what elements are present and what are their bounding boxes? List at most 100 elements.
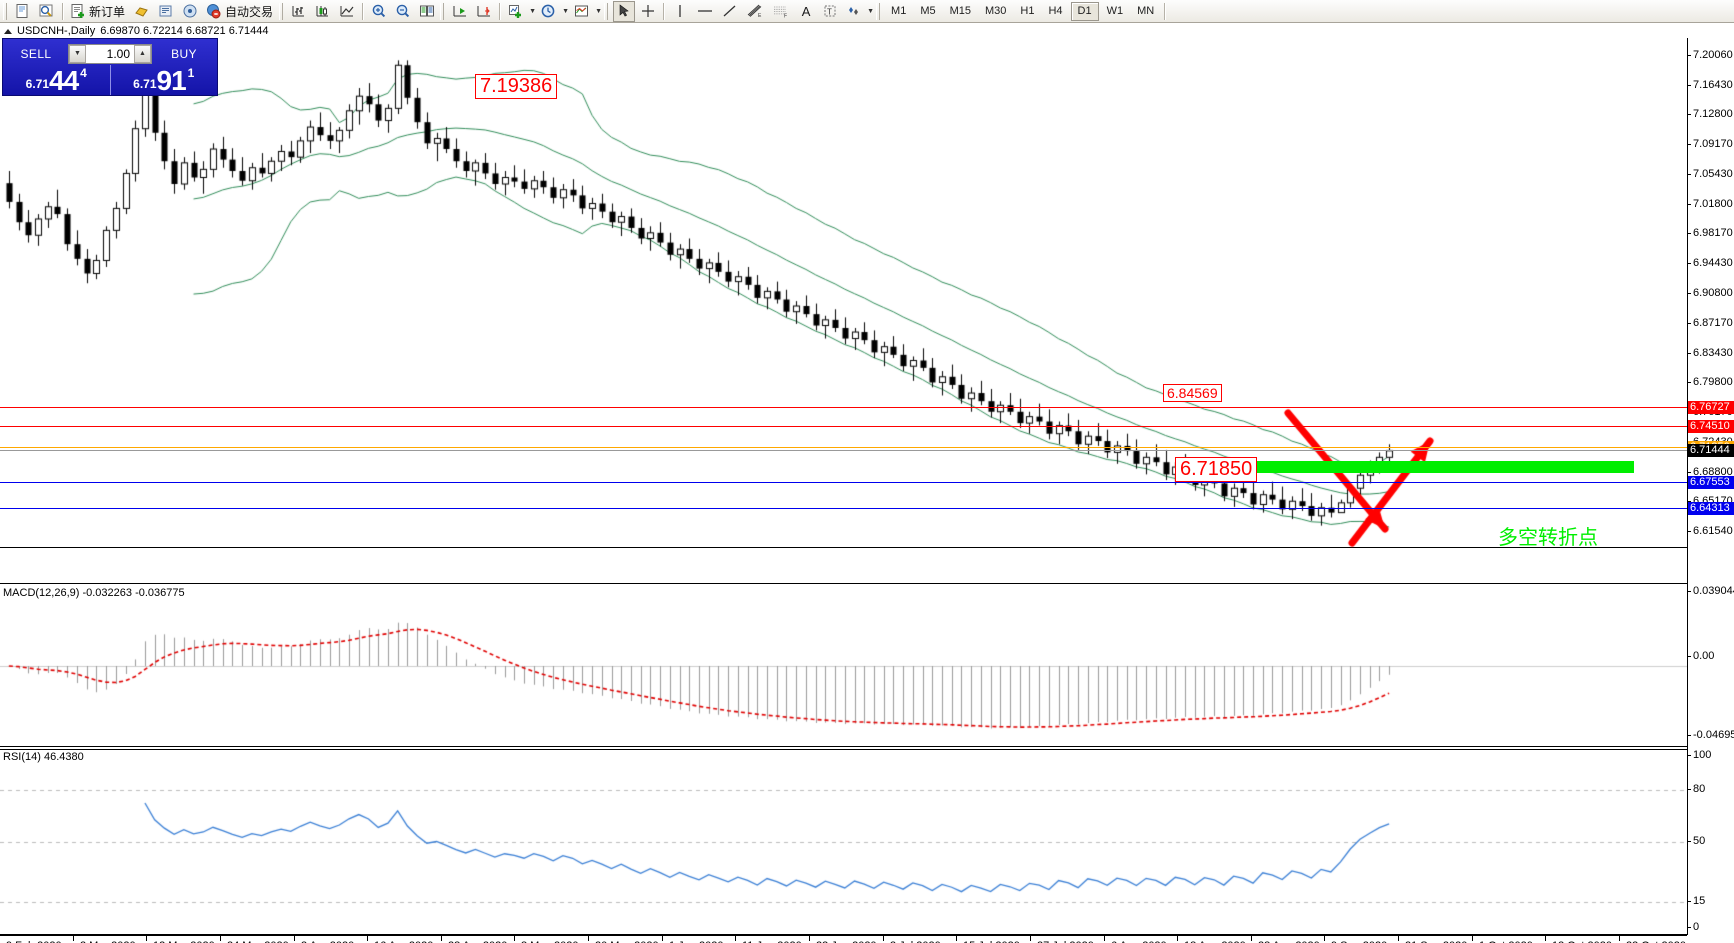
price-badge: 6.76727: [1688, 401, 1734, 415]
time-tick: 24 Mar 2020: [220, 935, 289, 943]
time-tick: 28 Apr 2020: [440, 935, 507, 943]
terminal-icon[interactable]: [155, 1, 177, 22]
volume-increment-button[interactable]: ▲: [134, 44, 151, 63]
toolbar-grip-5[interactable]: [876, 2, 881, 20]
macd-tick: 0.039044: [1688, 585, 1734, 597]
crosshair-icon[interactable]: [637, 1, 659, 22]
macd-tick: 0.00: [1688, 650, 1714, 662]
toolbar-grip[interactable]: [3, 2, 7, 20]
fibonacci-retracement-icon[interactable]: F: [769, 1, 793, 22]
rsi-tick: 50: [1688, 835, 1705, 847]
chevron-down-icon-shapes[interactable]: ▼: [867, 7, 874, 15]
signals-icon[interactable]: [179, 1, 201, 22]
symbol-ohlc: 6.69870 6.72214 6.68721 6.71444: [100, 25, 269, 37]
text-icon[interactable]: A: [801, 3, 811, 19]
chevron-down-icon-indicators[interactable]: ▼: [529, 7, 536, 15]
buy-button[interactable]: BUY: [171, 46, 197, 61]
timeframe-h1[interactable]: H1: [1020, 5, 1035, 17]
svg-text:T: T: [827, 8, 832, 17]
chart-shift-icon[interactable]: [473, 1, 495, 22]
new-order-button[interactable]: 新订单: [68, 1, 129, 22]
shapes-icon[interactable]: [843, 1, 865, 22]
equidistant-channel-icon[interactable]: E: [743, 1, 767, 22]
text-label-icon[interactable]: T: [819, 1, 841, 22]
time-tick: 15 Jul 2020: [956, 935, 1020, 943]
timeframe-m30[interactable]: M30: [985, 5, 1007, 17]
gold-icon[interactable]: [131, 1, 153, 22]
rsi-canvas: [0, 750, 1687, 936]
volume-decrement-button[interactable]: ▼: [69, 44, 86, 63]
zoom-in-icon[interactable]: [368, 1, 390, 22]
svg-text:E: E: [758, 13, 762, 19]
rsi-pane[interactable]: [0, 749, 1687, 936]
sell-button[interactable]: SELL: [20, 46, 52, 61]
sell-price[interactable]: 6.71 44 4: [3, 65, 110, 95]
trendline-icon[interactable]: [719, 1, 741, 22]
buy-price-prefix: 6.71: [133, 77, 157, 91]
vertical-line-icon[interactable]: [669, 1, 691, 22]
macd-pane[interactable]: [0, 583, 1687, 748]
timeframe-h4[interactable]: H4: [1048, 5, 1063, 17]
buy-price-main: 91: [156, 65, 187, 96]
level-line[interactable]: [0, 508, 1687, 509]
price-tick: 7.12800: [1688, 108, 1733, 120]
bar-chart-icon[interactable]: [288, 1, 310, 22]
chevron-down-icon-templates[interactable]: ▼: [595, 7, 602, 15]
time-tick: 1 Jun 2020: [661, 935, 723, 943]
pivot-zone-highlight: [1234, 461, 1634, 473]
timeframe-d1[interactable]: D1: [1070, 1, 1099, 21]
collapse-triangle-icon[interactable]: [4, 28, 12, 34]
level-line[interactable]: [0, 447, 1687, 448]
rsi-tick: 80: [1688, 783, 1705, 795]
macd-tick: -0.046959: [1688, 729, 1734, 741]
volume-value[interactable]: 1.00: [106, 46, 130, 61]
timeframe-mn[interactable]: MN: [1137, 5, 1155, 17]
volume-stepper[interactable]: ▼ 1.00 ▲: [68, 43, 152, 64]
zoom-out-icon[interactable]: [392, 1, 414, 22]
profiles-icon[interactable]: [36, 1, 58, 22]
toolbar-grip-2[interactable]: [279, 2, 284, 20]
time-tick: 18 Aug 2020: [1177, 935, 1246, 943]
timeframe-m15[interactable]: M15: [949, 5, 971, 17]
level-line[interactable]: [0, 450, 1687, 451]
period-clock-icon[interactable]: [538, 1, 560, 22]
one-click-trading-panel[interactable]: SELL ▼ 1.00 ▲ BUY 6.71 44 4 6.71 91 1: [2, 38, 218, 96]
horizontal-line-icon[interactable]: [693, 1, 717, 22]
time-tick: 23 Jun 2020: [809, 935, 877, 943]
level-line[interactable]: [0, 482, 1687, 483]
autotrading-label: 自动交易: [225, 4, 274, 19]
cursor-icon[interactable]: [613, 0, 636, 22]
auto-scroll-icon[interactable]: [449, 1, 471, 22]
candlestick-chart-icon[interactable]: [312, 1, 334, 22]
autotrading-button[interactable]: 自动交易: [203, 1, 277, 22]
buy-price[interactable]: 6.71 91 1: [109, 65, 218, 96]
high-price-label: 7.19386: [475, 74, 558, 99]
templates-icon[interactable]: [571, 1, 593, 22]
time-tick: 13 Oct 2020: [1545, 935, 1612, 943]
time-tick: 1 Oct 2020: [1472, 935, 1533, 943]
time-tick: 23 Oct 2020: [1619, 935, 1686, 943]
price-tick: 6.87170: [1688, 317, 1733, 329]
level-line[interactable]: [0, 407, 1687, 408]
octp-prices: 6.71 44 4 6.71 91 1: [3, 65, 217, 95]
level-line[interactable]: [0, 426, 1687, 427]
timeframe-m5[interactable]: M5: [920, 5, 936, 17]
tile-windows-icon[interactable]: [416, 1, 438, 22]
price-badge: 6.71444: [1688, 444, 1734, 458]
toolbar-separator-4: [663, 2, 666, 20]
time-tick: 2 Mar 2020: [73, 935, 136, 943]
timeframe-m1[interactable]: M1: [891, 5, 907, 17]
octp-controls: SELL ▼ 1.00 ▲ BUY: [3, 39, 217, 65]
toolbar-grip-3[interactable]: [440, 2, 445, 20]
time-axis[interactable]: 9 Feb 20202 Mar 202012 Mar 202024 Mar 20…: [0, 935, 1687, 943]
rsi-tick: 100: [1688, 749, 1711, 761]
chevron-down-icon-period[interactable]: ▼: [562, 7, 569, 15]
line-chart-icon[interactable]: [336, 1, 358, 22]
toolbar-grip-4[interactable]: [604, 2, 609, 20]
toolbar-separator-3: [499, 2, 502, 20]
chart-area[interactable]: MACD(12,26,9) -0.032263 -0.036775 RSI(14…: [0, 38, 1734, 943]
timeframe-w1[interactable]: W1: [1106, 5, 1124, 17]
add-indicator-icon[interactable]: [505, 1, 527, 22]
price-axis[interactable]: 7.20060 7.16430 7.12800 7.09170 7.05430 7.018…: [1688, 38, 1734, 935]
new-chart-icon[interactable]: [12, 1, 34, 22]
